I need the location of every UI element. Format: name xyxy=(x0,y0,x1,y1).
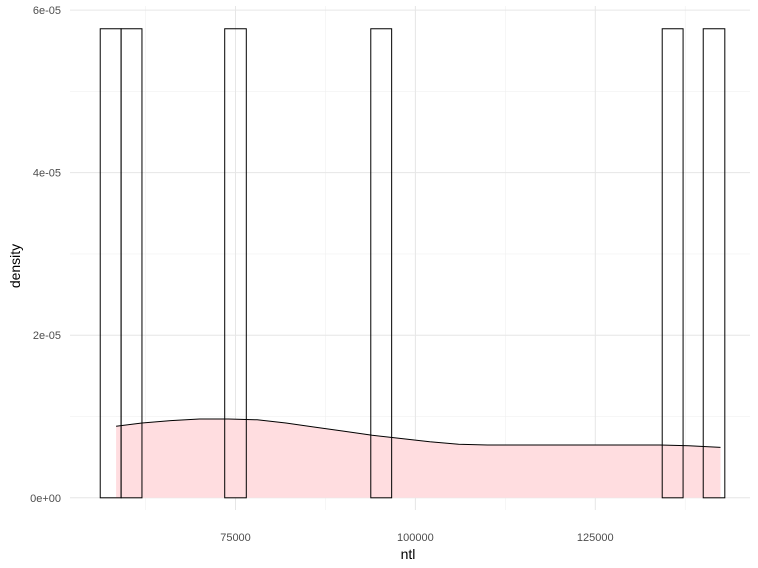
histogram-bars xyxy=(99,28,726,499)
y-axis-ticks: 0e+00 2e-05 4e-05 6e-05 xyxy=(30,5,61,505)
histogram-bar xyxy=(702,28,726,499)
histogram-bar xyxy=(661,28,684,499)
density-curve-area xyxy=(116,419,721,498)
y-tick-label: 0e+00 xyxy=(30,493,61,505)
histogram-bar xyxy=(224,28,247,499)
x-axis-title: ntl xyxy=(401,546,416,562)
density-curve-line xyxy=(116,418,721,448)
y-tick-label: 4e-05 xyxy=(33,168,61,180)
y-tick-label: 6e-05 xyxy=(33,5,61,17)
histogram-bar xyxy=(120,28,143,499)
x-tick-label: 125000 xyxy=(577,532,614,544)
density-area xyxy=(116,419,721,498)
y-axis-title: density xyxy=(7,244,23,288)
x-tick-label: 100000 xyxy=(397,532,434,544)
x-axis-ticks: 75000 100000 125000 xyxy=(220,532,613,544)
density-curve-line-group xyxy=(116,418,721,448)
grid-lines xyxy=(70,6,750,510)
x-tick-label: 75000 xyxy=(220,532,251,544)
histogram-bar xyxy=(370,28,393,499)
y-tick-label: 2e-05 xyxy=(33,330,61,342)
